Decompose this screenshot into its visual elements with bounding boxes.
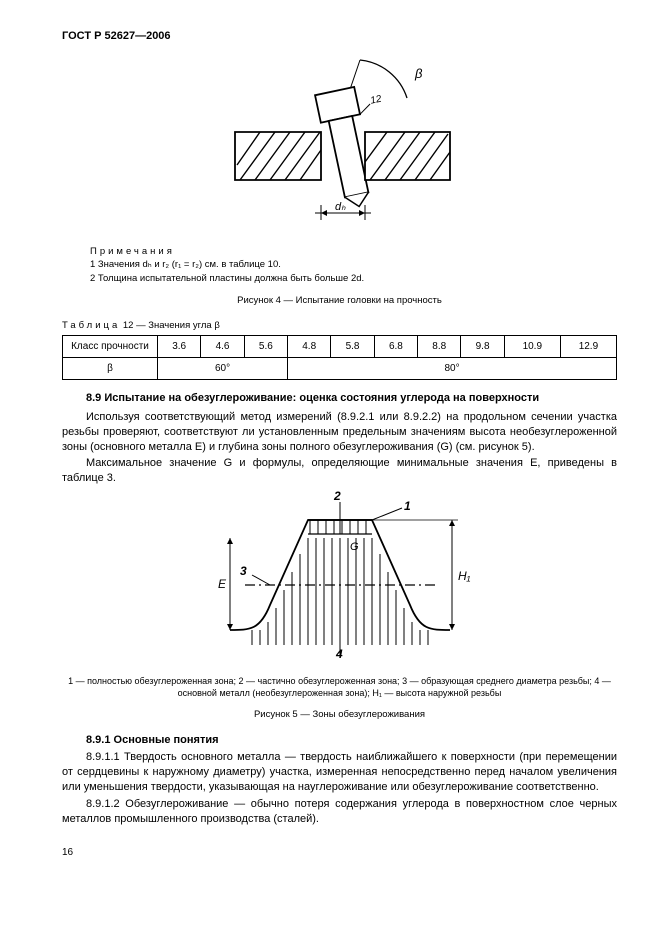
table-row-header: Класс прочности — [63, 335, 158, 357]
fig5-label-E: E — [218, 577, 227, 591]
figure-5-legend: 1 — полностью обезуглероженная зона; 2 —… — [62, 675, 617, 699]
table-row-header: β — [63, 357, 158, 379]
figure-5-caption: Рисунок 5 — Зоны обезуглероживания — [62, 709, 617, 720]
table-cell: 5.6 — [244, 335, 287, 357]
table-cell: 8.8 — [418, 335, 461, 357]
table-12-title: Таблица 12 — Значения угла β — [62, 320, 617, 331]
fig5-label-2: 2 — [333, 490, 341, 503]
table-cell: 3.6 — [158, 335, 201, 357]
table-12: Класс прочности 3.6 4.6 5.6 4.8 5.8 6.8 … — [62, 335, 617, 380]
angle-12-label: 12 — [369, 94, 383, 107]
table-cell: 4.8 — [288, 335, 331, 357]
table-cell: 80° — [288, 357, 617, 379]
paragraph: 8.9.1.1 Твердость основного металла — тв… — [62, 750, 617, 795]
dh-label: dₕ — [335, 201, 346, 213]
table-cell: 9.8 — [461, 335, 504, 357]
figure-4: β 12 — [62, 50, 617, 235]
fig5-label-3: 3 — [240, 564, 247, 578]
beta-label: β — [414, 66, 423, 81]
fig5-label-G: G — [350, 541, 359, 553]
table-cell: 5.8 — [331, 335, 374, 357]
notes-title: Примечания — [90, 246, 175, 257]
figure-5: 1 2 3 4 E G H₁ — [62, 490, 617, 665]
table-cell: 60° — [158, 357, 288, 379]
note-line-1: 1 Значения dₕ и r₂ (r₁ = r₂) см. в табли… — [90, 258, 617, 271]
fig5-label-H1: H₁ — [458, 569, 471, 583]
figure-4-notes: Примечания 1 Значения dₕ и r₂ (r₁ = r₂) … — [90, 245, 617, 285]
table-cell: 6.8 — [374, 335, 417, 357]
table-cell: 4.6 — [201, 335, 244, 357]
note-line-2: 2 Толщина испытательной пластины должна … — [90, 272, 617, 285]
table-cell: 12.9 — [560, 335, 616, 357]
figure-4-caption: Рисунок 4 — Испытание головки на прочнос… — [62, 295, 617, 306]
fig5-label-4: 4 — [335, 647, 343, 660]
page-number: 16 — [62, 847, 617, 858]
document-header: ГОСТ Р 52627—2006 — [62, 30, 617, 42]
paragraph: 8.9.1.2 Обезуглероживание — обычно потер… — [62, 797, 617, 827]
table-cell: 10.9 — [504, 335, 560, 357]
heading-8-9: 8.9 Испытание на обезуглероживание: оцен… — [62, 392, 617, 404]
fig5-label-1: 1 — [404, 499, 411, 513]
paragraph: Используя соответствующий метод измерени… — [62, 410, 617, 455]
heading-8-9-1: 8.9.1 Основные понятия — [62, 734, 617, 746]
paragraph: Максимальное значение G и формулы, опред… — [62, 456, 617, 486]
